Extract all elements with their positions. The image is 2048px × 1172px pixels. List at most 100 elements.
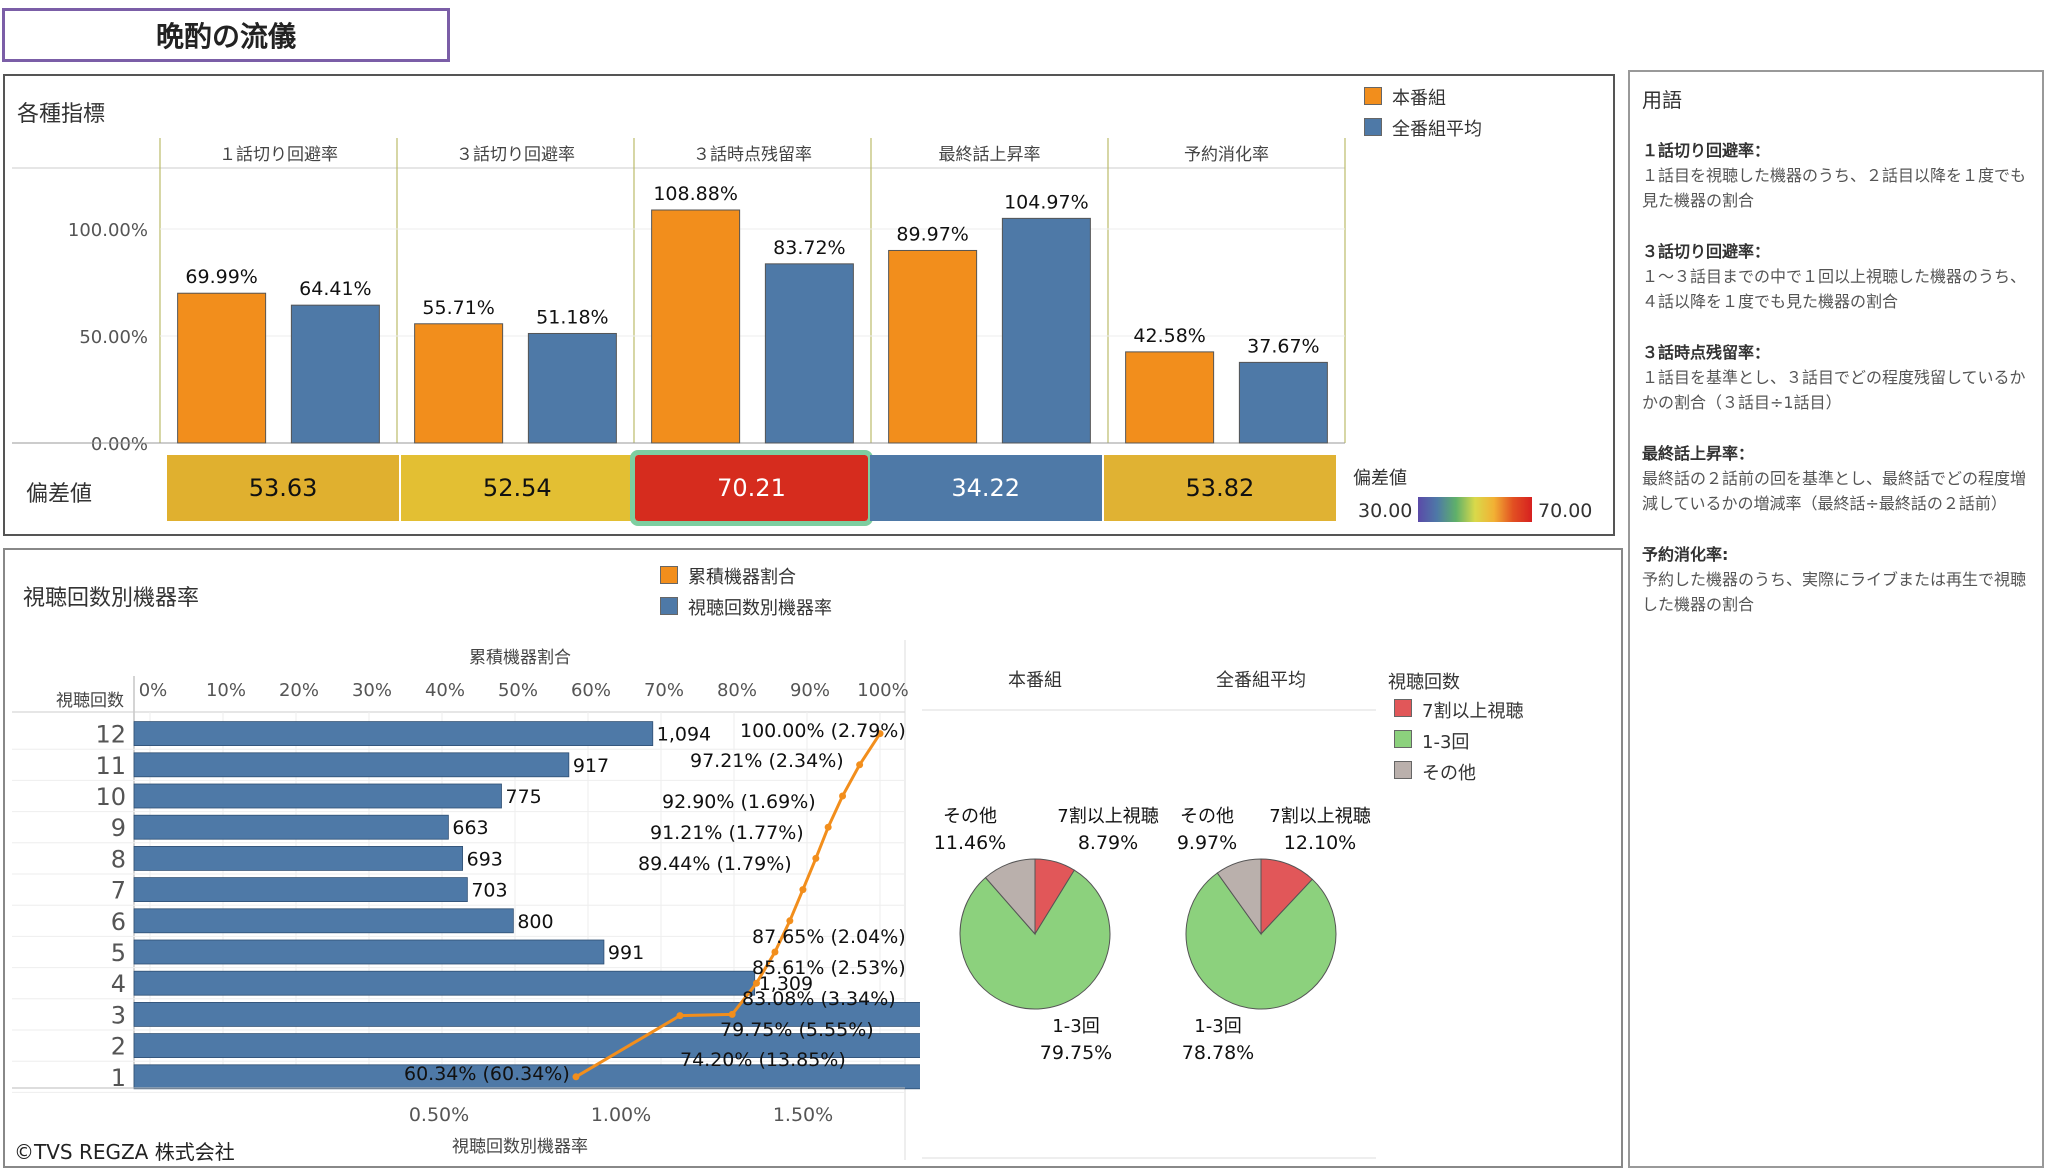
bar-value-label: 89.97% (896, 223, 968, 245)
deviation-cell: 52.54 (401, 455, 634, 521)
pie-charts: 本番組 7割以上視聴 8.79% 1-3回 79.75% その他 11.46% 全番組平均 7割… (922, 670, 1376, 1159)
category-label: １話切り回避率 (219, 145, 338, 165)
legend-swatch-rate (660, 597, 678, 615)
metrics-panel: 各種指標 (3, 74, 1615, 536)
legend-label-rate: 視聴回数別機器率 (688, 598, 832, 619)
viewing-count-bar (133, 970, 756, 996)
average-bar (764, 263, 854, 444)
y-tick-label: 8 (111, 845, 126, 873)
cumulative-point-label: 91.21% (1.77%) (650, 822, 804, 844)
glossary-item: ３話時点残留率： １話目を基準とし、３話目でどの程度残留しているかかの割合（３話目… (1642, 340, 2032, 415)
cumulative-point (839, 792, 847, 800)
viewing-count-bar (133, 783, 502, 809)
x-top-tick-label: 50% (498, 680, 538, 701)
bar-count-label: 775 (505, 786, 541, 808)
pie-slice-name: 7割以上視聴 (1057, 806, 1158, 827)
metrics-bar-chart: 100.00% 50.00% 0.00% １話切り回避率 ３話切り回避率 ３話時点残留率 最… (12, 138, 1346, 455)
pie-slice-value: 9.97% (1177, 832, 1237, 854)
deviation-scale-min: 30.00 (1358, 500, 1413, 522)
pie-legend-title: 視聴回数 (1388, 672, 1460, 693)
program-bar (414, 323, 504, 444)
cumulative-point-label: 100.00% (2.79%) (740, 720, 906, 742)
pie-slice (1185, 872, 1337, 1010)
glossary-item: 予約消化率: 予約した機器のうち、実際にライブまたは再生で視聴した機器の割合 (1642, 542, 2032, 617)
average-bar (1238, 361, 1328, 444)
cumulative-point-label: 74.20% (13.85%) (680, 1049, 846, 1071)
glossary-description: １話目を視聴した機器のうち、２話目以降を１度でも見た機器の割合 (1642, 166, 2027, 210)
cumulative-point (799, 886, 807, 894)
glossary-list: １話切り回避率： １話目を視聴した機器のうち、２話目以降を１度でも見た機器の割合 ３… (1642, 138, 2032, 643)
bar-count-label: 703 (471, 880, 507, 902)
cumulative-point (676, 1012, 684, 1020)
pie-title: 全番組平均 (1216, 670, 1306, 691)
category-label: 予約消化率 (1184, 145, 1269, 165)
cumulative-point (572, 1073, 580, 1081)
legend-swatch-average (1364, 118, 1382, 136)
viewing-count-bar (133, 1002, 920, 1027)
pie-slice (1216, 858, 1262, 936)
y-tick-label: 1 (111, 1064, 126, 1092)
bar-count-label: 693 (467, 848, 503, 870)
bar-value-label: 42.58% (1133, 325, 1205, 347)
glossary-panel: 用語 １話切り回避率： １話目を視聴した機器のうち、２話目以降を１度でも見た機器の… (1628, 70, 2044, 1168)
bar-value-label: 108.88% (653, 183, 738, 205)
x-top-tick-label: 40% (425, 680, 465, 701)
pie-slice-name: その他 (1180, 806, 1234, 827)
cumulative-point-label: 83.08% (3.34%) (742, 988, 896, 1010)
legend-label-program: 本番組 (1392, 88, 1446, 109)
pie-slice-value: 79.75% (1040, 1042, 1112, 1064)
program-bar (1125, 351, 1215, 444)
glossary-item: ３話切り回避率： １～３話目までの中で１回以上視聴した機器のうち、４話以降を１度で… (1642, 239, 2032, 314)
viewing-count-bar (133, 752, 570, 778)
glossary-description: １話目を基準とし、３話目でどの程度残留しているかかの割合（３話目÷1話目） (1642, 368, 2026, 412)
pie-slice (984, 858, 1036, 936)
bar-value-label: 64.41% (299, 278, 371, 300)
viewing-count-bar (133, 721, 654, 746)
x-top-axis-title: 累積機器割合 (469, 648, 571, 668)
glossary-term: 最終話上昇率： (1642, 444, 1755, 463)
pie-legend-label-high: 7割以上視聴 (1422, 701, 1524, 722)
y-tick-label: 50.00% (79, 327, 148, 348)
deviation-row-label: 偏差値 (26, 482, 93, 507)
pie-slice-name: 1-3回 (1194, 1016, 1241, 1037)
category-label: ３話切り回避率 (456, 145, 575, 165)
viewing-count-bar (133, 1064, 920, 1090)
pie-legend-swatch-low (1394, 730, 1412, 748)
bar-value-label: 37.67% (1247, 335, 1319, 357)
legend-swatch-cumulative (660, 566, 678, 584)
glossary-item: １話切り回避率： １話目を視聴した機器のうち、２話目以降を１度でも見た機器の割合 (1642, 138, 2032, 213)
viewing-count-bar (133, 814, 449, 840)
bar-count-label: 663 (452, 817, 488, 839)
bar-value-label: 69.99% (185, 266, 257, 288)
cumulative-point-label: 92.90% (1.69%) (662, 791, 816, 813)
bar-count-label: 917 (573, 755, 609, 777)
x-bottom-tick-label: 1.00% (591, 1104, 651, 1126)
pie-slice-name: 7割以上視聴 (1269, 806, 1370, 827)
bar-value-label: 51.18% (536, 306, 608, 328)
viewing-count-bar (133, 908, 514, 934)
category-label: ３話時点残留率 (693, 145, 812, 165)
viewing-count-bar (133, 939, 605, 965)
glossary-term: １話切り回避率： (1642, 141, 1771, 160)
program-bar (177, 292, 267, 444)
y-tick-label: 0.00% (91, 434, 148, 455)
y-tick-label: 7 (111, 877, 126, 905)
y-tick-label: 100.00% (68, 220, 148, 241)
deviation-color-gradient (1418, 497, 1532, 522)
average-bar (1001, 217, 1091, 444)
x-bottom-axis-title: 視聴回数別機器率 (452, 1137, 588, 1157)
viewing-count-bar-chart: 0% 10% 20% 30% 40% 50% 60% 70% 80% 90% 100% 累積機器割合視… (12, 640, 920, 1160)
pie-slice-value: 78.78% (1182, 1042, 1254, 1064)
glossary-description: 最終話の２話前の回を基準とし、最終話でどの程度増減しているかの増減率（最終話÷最… (1642, 469, 2027, 513)
bar-value-label: 83.72% (773, 237, 845, 259)
pie-legend-label-other: その他 (1422, 763, 1476, 784)
x-top-tick-label: 60% (571, 680, 611, 701)
deviation-scale-max: 70.00 (1538, 500, 1593, 522)
deviation-cell: 34.22 (869, 455, 1102, 521)
cumulative-point-label: 87.65% (2.04%) (752, 926, 906, 948)
category-label: 最終話上昇率 (939, 145, 1041, 165)
y-tick-label: 3 (111, 1001, 126, 1029)
pie-slice-value: 12.10% (1284, 832, 1356, 854)
pie-legend-label-low: 1-3回 (1422, 732, 1470, 753)
x-top-tick-label: 20% (279, 680, 319, 701)
